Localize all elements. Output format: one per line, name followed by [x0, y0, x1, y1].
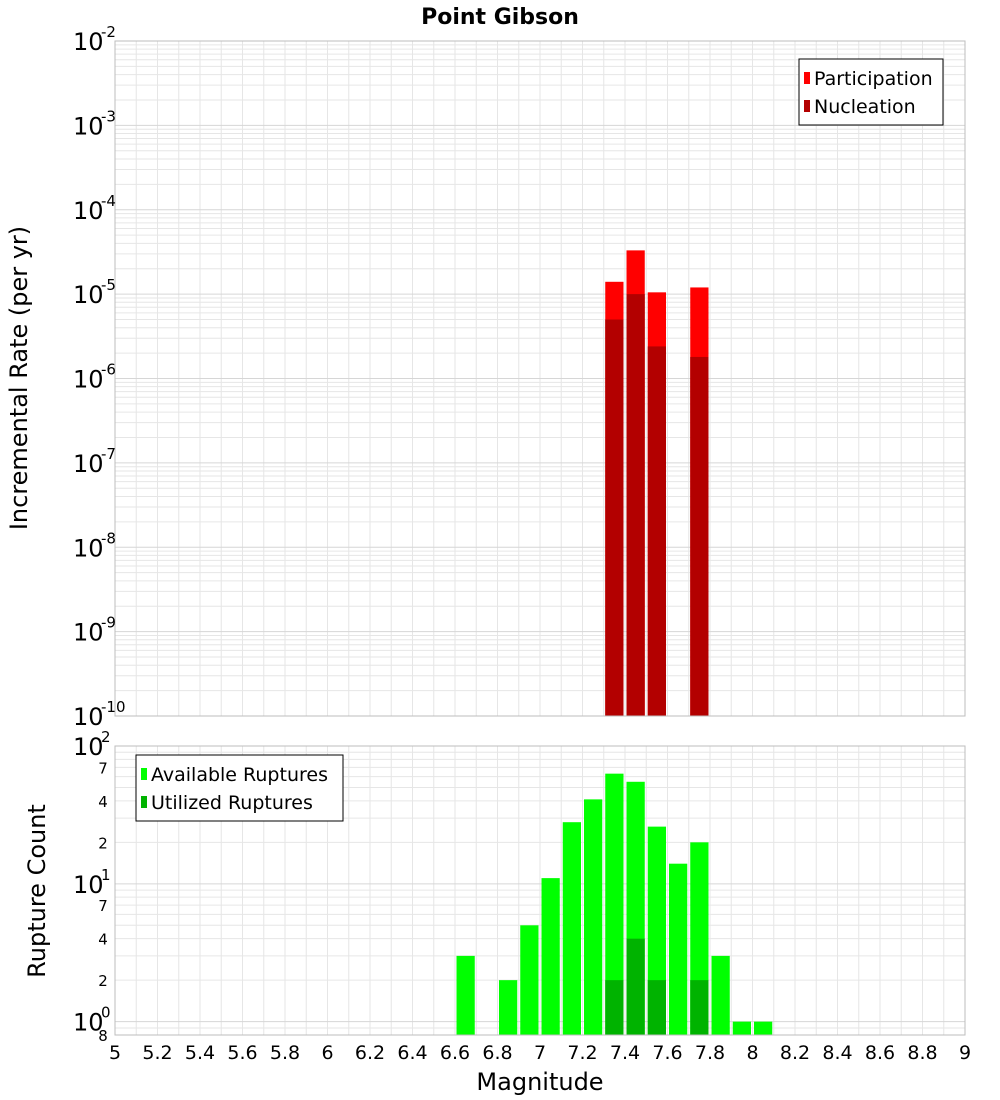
bottom-y-tick-label: 10: [73, 733, 104, 761]
bottom-bar-utilized-ruptures: [605, 980, 624, 1035]
top-y-tick-exponent: -8: [101, 529, 116, 547]
bottom-bar-available-ruptures: [562, 822, 581, 1035]
bottom-y-minor-tick-label: 4: [98, 931, 108, 949]
top-y-tick-exponent: -10: [101, 698, 126, 716]
x-tick-label: 8: [746, 1042, 758, 1064]
x-tick-label: 6: [321, 1042, 333, 1064]
x-tick-label: 7.8: [695, 1042, 725, 1064]
x-tick-label: 7.4: [610, 1042, 640, 1064]
top-bar-nucleation: [605, 319, 624, 716]
bottom-y-tick-exponent: 1: [101, 866, 111, 884]
top-y-tick-label: 10: [73, 619, 104, 647]
x-tick-label: 7.2: [567, 1042, 597, 1064]
bottom-bar-available-ruptures: [669, 863, 688, 1035]
bottom-y-minor-tick-label: 8: [98, 1027, 108, 1045]
bottom-y-minor-tick-label: 4: [98, 793, 108, 811]
bottom-legend: [135, 754, 344, 822]
bottom-y-tick-label: 10: [73, 871, 104, 899]
top-y-tick-label: 10: [73, 112, 104, 140]
bottom-legend-swatch: [141, 796, 147, 808]
x-tick-label: 5: [109, 1042, 121, 1064]
bottom-y-minor-tick-label: 2: [98, 972, 108, 990]
x-tick-label: 6.6: [440, 1042, 470, 1064]
top-panel: 10-210-310-410-510-610-710-810-910-10Par…: [73, 23, 966, 731]
bottom-y-axis-label: Rupture Count: [23, 804, 51, 978]
bottom-plot-border: [114, 745, 966, 1036]
bottom-bar-utilized-ruptures: [626, 938, 645, 1035]
top-legend-swatch: [804, 72, 810, 84]
x-tick-label: 8.8: [907, 1042, 937, 1064]
bottom-y-minor-tick-label: 7: [98, 759, 108, 777]
x-tick-label: 6.8: [482, 1042, 512, 1064]
bottom-y-minor-tick-label: 7: [98, 897, 108, 915]
top-plot-border: [114, 40, 966, 717]
top-y-tick-label: 10: [73, 28, 104, 56]
bottom-bar-available-ruptures: [456, 955, 475, 1035]
x-tick-label: 6.4: [397, 1042, 427, 1064]
bottom-bar-available-ruptures: [711, 955, 730, 1035]
x-axis-label: Magnitude: [476, 1068, 603, 1096]
bottom-bar-utilized-ruptures: [647, 980, 666, 1035]
bottom-bar-available-ruptures: [605, 773, 624, 1035]
bottom-bar-available-ruptures: [584, 799, 603, 1035]
x-tick-label: 6.2: [355, 1042, 385, 1064]
bottom-y-tick-label: 10: [73, 1009, 104, 1037]
top-legend: [798, 58, 944, 126]
bottom-bar-available-ruptures: [732, 1021, 751, 1035]
x-tick-label: 7: [534, 1042, 546, 1064]
bottom-legend-label: Available Ruptures: [151, 764, 328, 786]
x-tick-label: 8.4: [822, 1042, 852, 1064]
bottom-bar-available-ruptures: [499, 980, 518, 1035]
x-tick-label: 5.6: [227, 1042, 257, 1064]
top-y-tick-exponent: -7: [101, 445, 116, 463]
x-tick-label: 9: [959, 1042, 971, 1064]
top-bar-nucleation: [690, 356, 709, 716]
x-tick-label: 8.2: [780, 1042, 810, 1064]
top-y-tick-label: 10: [73, 366, 104, 394]
top-y-tick-exponent: -3: [101, 107, 116, 125]
top-y-tick-label: 10: [73, 281, 104, 309]
top-bar-nucleation: [647, 346, 666, 716]
chart-title: Point Gibson: [421, 5, 579, 30]
bottom-bar-available-ruptures: [754, 1021, 773, 1035]
top-y-tick-label: 10: [73, 534, 104, 562]
bottom-bar-available-ruptures: [520, 925, 539, 1035]
top-y-tick-exponent: -2: [101, 23, 116, 41]
x-tick-label: 5.2: [142, 1042, 172, 1064]
bottom-bar-available-ruptures: [541, 878, 560, 1035]
x-axis: 5 5.2 5.4 5.6 5.8 6 6.2 6.4 6.6 6.8 7 7.2 7.4 7.6 7.8 8…: [109, 1042, 971, 1064]
top-y-tick-label: 10: [73, 450, 104, 478]
bottom-y-tick-exponent: 0: [101, 1004, 111, 1022]
bottom-y-tick-exponent: 2: [101, 728, 111, 746]
top-y-tick-exponent: -9: [101, 614, 116, 632]
x-tick-label: 8.6: [865, 1042, 895, 1064]
bottom-legend-label: Utilized Ruptures: [151, 792, 313, 814]
top-y-tick-exponent: -6: [101, 361, 116, 379]
top-y-axis-label: Incremental Rate (per yr): [5, 226, 33, 530]
top-legend-swatch: [804, 100, 810, 112]
x-tick-label: 5.4: [185, 1042, 215, 1064]
top-legend-label: Participation: [814, 68, 933, 90]
top-y-tick-label: 10: [73, 703, 104, 731]
bottom-bar-utilized-ruptures: [690, 980, 709, 1035]
top-y-tick-exponent: -5: [101, 276, 116, 294]
x-tick-label: 5.8: [270, 1042, 300, 1064]
top-y-tick-exponent: -4: [101, 192, 116, 210]
bottom-y-minor-tick-label: 2: [98, 834, 108, 852]
top-y-tick-label: 10: [73, 197, 104, 225]
top-legend-label: Nucleation: [814, 96, 916, 118]
x-tick-label: 7.6: [652, 1042, 682, 1064]
top-bar-nucleation: [626, 294, 645, 716]
bottom-legend-swatch: [141, 768, 147, 780]
